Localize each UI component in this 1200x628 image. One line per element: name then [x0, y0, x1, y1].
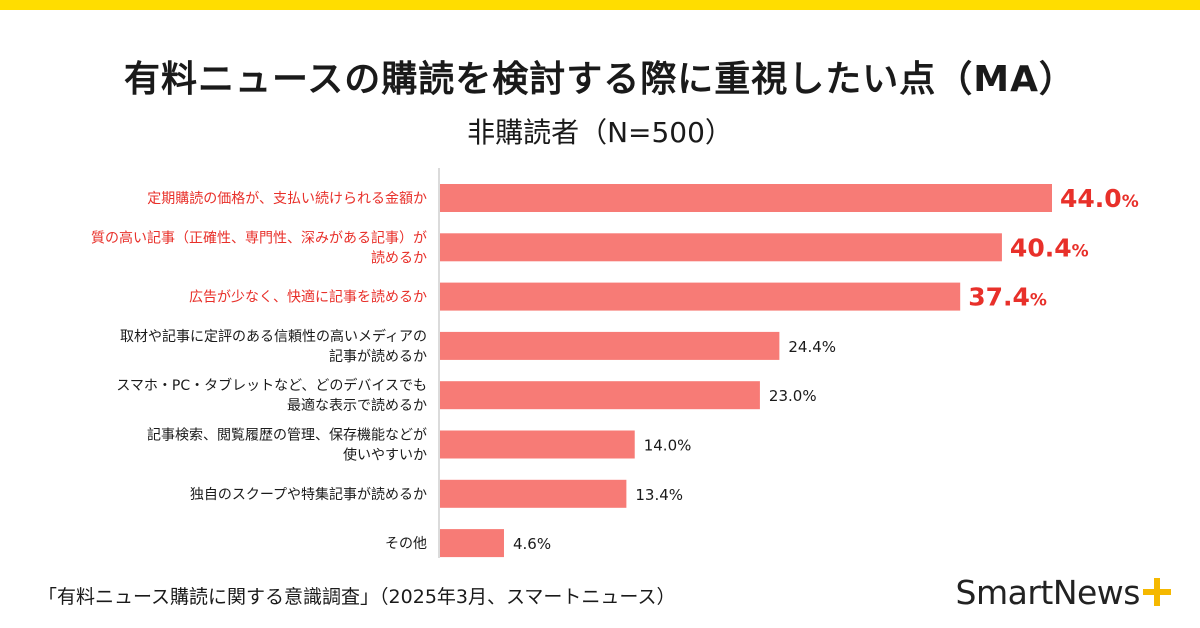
category-label: その他 [385, 536, 427, 552]
source-note: 「有料ニュース購読に関する意識調査」（2025年3月、スマートニュース） [38, 586, 676, 608]
bar [440, 233, 1002, 262]
category-label: 取材や記事に定評のある信頼性の高いメディアの記事が読めるか [120, 328, 427, 365]
value-label: 13.4% [635, 486, 683, 504]
value-label: 37.4% [968, 283, 1047, 312]
value-label: 40.4% [1010, 233, 1089, 262]
value-label: 23.0% [769, 387, 817, 405]
category-label: 記事検索、閲覧履歴の管理、保存機能などが使いやすいか [147, 427, 427, 464]
top-accent-band [0, 0, 1200, 10]
value-label: 44.0% [1060, 184, 1139, 213]
category-label: 質の高い記事（正確性、専門性、深みがある記事）が読めるか [91, 229, 427, 266]
category-label: スマホ・PC・タブレットなど、どのデバイスでも最適な表示で読めるか [116, 377, 427, 414]
chart-title: 有料ニュースの購読を検討する際に重視したい点（MA） [124, 59, 1076, 100]
bar [440, 184, 1052, 212]
value-label: 14.0% [644, 437, 692, 455]
logo-wordmark: SmartNews [955, 572, 1141, 612]
plus-icon [1142, 577, 1172, 607]
bar [440, 282, 961, 311]
category-label: 定期購読の価格が、支払い続けられる金額か [147, 190, 427, 207]
bar [440, 529, 504, 558]
category-label: 独自のスクープや特集記事が読めるか [190, 486, 427, 503]
smartnews-plus-logo: SmartNews [956, 572, 1173, 612]
value-label: 24.4% [788, 338, 836, 356]
chart-subtitle: 非購読者（N=500） [467, 116, 733, 149]
bar [440, 331, 780, 360]
bar [440, 430, 635, 459]
bar [440, 381, 760, 410]
bar [440, 479, 627, 508]
category-label: 広告が少なく、快適に記事を読めるか [189, 289, 427, 306]
value-label: 4.6% [513, 535, 551, 553]
